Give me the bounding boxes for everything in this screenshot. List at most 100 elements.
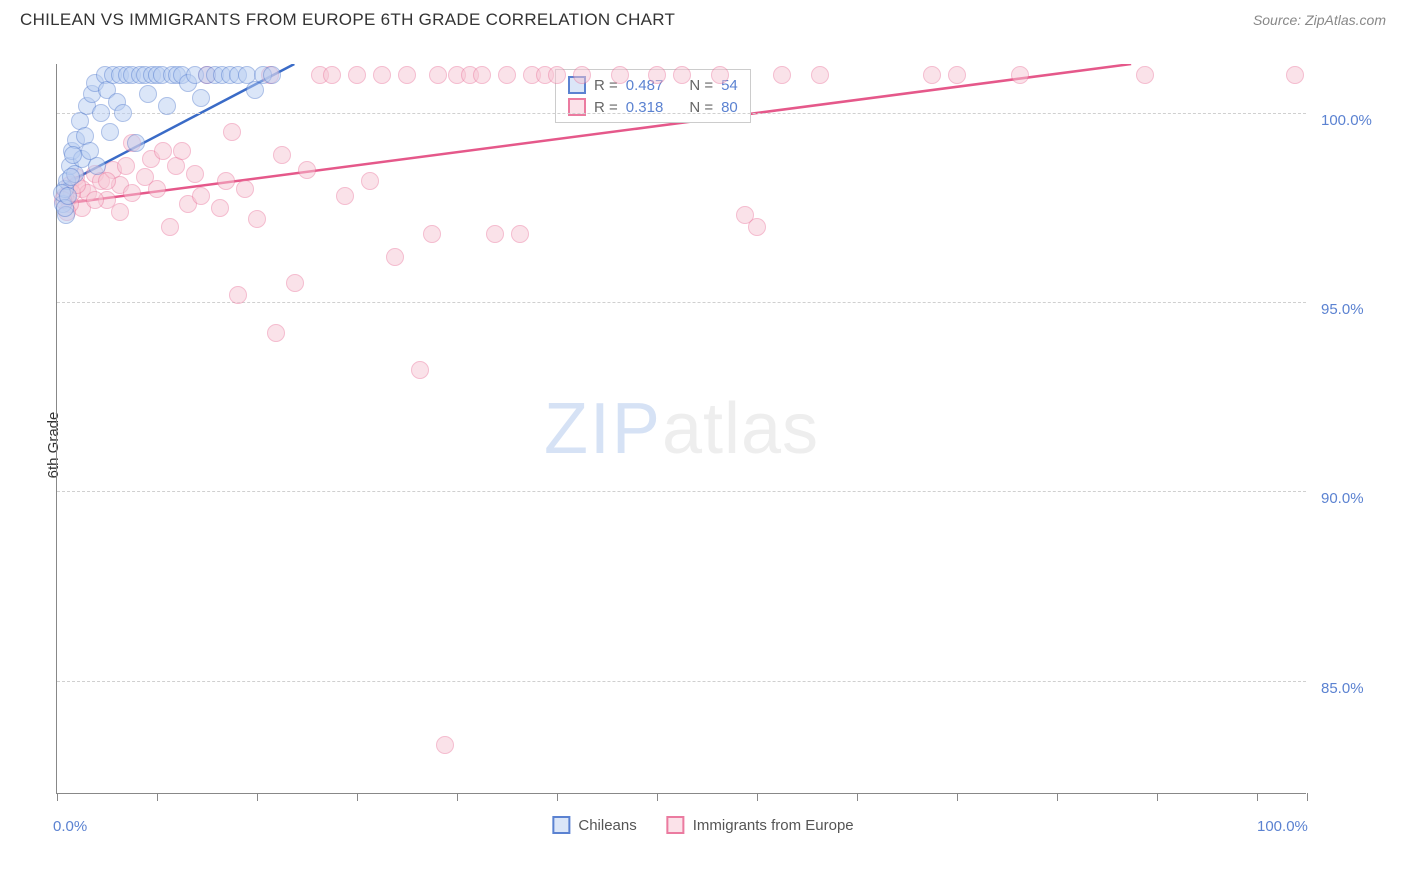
scatter-point <box>98 172 116 190</box>
scatter-point <box>673 66 691 84</box>
scatter-point <box>101 123 119 141</box>
scatter-point <box>323 66 341 84</box>
scatter-point <box>117 157 135 175</box>
scatter-point <box>436 736 454 754</box>
scatter-point <box>648 66 666 84</box>
scatter-point <box>748 218 766 236</box>
scatter-point <box>1136 66 1154 84</box>
x-tick <box>1057 793 1058 801</box>
plot-area: ZIPatlas R = 0.487 N = 54 R = 0.318 N = … <box>56 64 1306 794</box>
watermark: ZIPatlas <box>544 388 819 470</box>
source-attribution: Source: ZipAtlas.com <box>1253 12 1386 28</box>
scatter-point <box>158 97 176 115</box>
gridline-h <box>57 113 1306 114</box>
scatter-point <box>267 324 285 342</box>
header: CHILEAN VS IMMIGRANTS FROM EUROPE 6TH GR… <box>0 0 1406 36</box>
scatter-point <box>127 134 145 152</box>
scatter-point <box>192 89 210 107</box>
scatter-point <box>948 66 966 84</box>
scatter-point <box>86 191 104 209</box>
scatter-point <box>114 104 132 122</box>
bottom-legend: Chileans Immigrants from Europe <box>552 816 853 834</box>
scatter-point <box>336 187 354 205</box>
scatter-point <box>1011 66 1029 84</box>
scatter-point <box>217 172 235 190</box>
swatch-chileans-bottom <box>552 816 570 834</box>
scatter-point <box>773 66 791 84</box>
y-tick-label: 90.0% <box>1321 490 1364 507</box>
bottom-legend-label-2: Immigrants from Europe <box>693 817 854 834</box>
x-tick <box>1157 793 1158 801</box>
scatter-point <box>64 146 82 164</box>
scatter-point <box>211 199 229 217</box>
x-tick <box>857 793 858 801</box>
scatter-point <box>236 180 254 198</box>
watermark-atlas: atlas <box>662 389 819 469</box>
scatter-point <box>59 187 77 205</box>
scatter-point <box>186 165 204 183</box>
x-tick <box>357 793 358 801</box>
scatter-point <box>248 210 266 228</box>
watermark-zip: ZIP <box>544 389 662 469</box>
scatter-point <box>298 161 316 179</box>
scatter-point <box>611 66 629 84</box>
x-tick <box>457 793 458 801</box>
x-tick <box>157 793 158 801</box>
scatter-point <box>398 66 416 84</box>
bottom-legend-chileans: Chileans <box>552 816 636 834</box>
scatter-point <box>88 157 106 175</box>
scatter-point <box>573 66 591 84</box>
x-tick <box>557 793 558 801</box>
scatter-point <box>1286 66 1304 84</box>
scatter-point <box>111 203 129 221</box>
scatter-point <box>711 66 729 84</box>
scatter-point <box>92 104 110 122</box>
scatter-point <box>223 123 241 141</box>
scatter-point <box>139 85 157 103</box>
scatter-point <box>548 66 566 84</box>
gridline-h <box>57 302 1306 303</box>
scatter-point <box>511 225 529 243</box>
chart-container: 6th Grade ZIPatlas R = 0.487 N = 54 R = … <box>20 50 1386 840</box>
gridline-h <box>57 681 1306 682</box>
scatter-point <box>923 66 941 84</box>
x-tick <box>1307 793 1308 801</box>
scatter-point <box>263 66 281 84</box>
scatter-point <box>411 361 429 379</box>
scatter-point <box>123 184 141 202</box>
scatter-point <box>473 66 491 84</box>
scatter-point <box>286 274 304 292</box>
swatch-immigrants-bottom <box>667 816 685 834</box>
scatter-point <box>173 142 191 160</box>
bottom-legend-label-1: Chileans <box>578 817 636 834</box>
x-tick <box>957 793 958 801</box>
scatter-point <box>361 172 379 190</box>
y-tick-label: 100.0% <box>1321 112 1372 129</box>
scatter-point <box>273 146 291 164</box>
trend-lines <box>57 64 1306 793</box>
scatter-point <box>386 248 404 266</box>
scatter-point <box>498 66 516 84</box>
scatter-point <box>373 66 391 84</box>
x-tick <box>757 793 758 801</box>
chart-title: CHILEAN VS IMMIGRANTS FROM EUROPE 6TH GR… <box>20 10 675 30</box>
scatter-point <box>348 66 366 84</box>
x-tick <box>57 793 58 801</box>
scatter-point <box>429 66 447 84</box>
scatter-point <box>486 225 504 243</box>
scatter-point <box>161 218 179 236</box>
scatter-point <box>148 180 166 198</box>
scatter-point <box>423 225 441 243</box>
x-tick-label: 100.0% <box>1257 818 1308 835</box>
y-tick-label: 85.0% <box>1321 680 1364 697</box>
scatter-point <box>154 142 172 160</box>
y-tick-label: 95.0% <box>1321 301 1364 318</box>
scatter-point <box>62 168 80 186</box>
x-tick <box>1257 793 1258 801</box>
gridline-h <box>57 491 1306 492</box>
x-tick <box>257 793 258 801</box>
n-label-1: N = <box>689 77 713 94</box>
scatter-point <box>229 286 247 304</box>
bottom-legend-immigrants: Immigrants from Europe <box>667 816 854 834</box>
scatter-point <box>192 187 210 205</box>
